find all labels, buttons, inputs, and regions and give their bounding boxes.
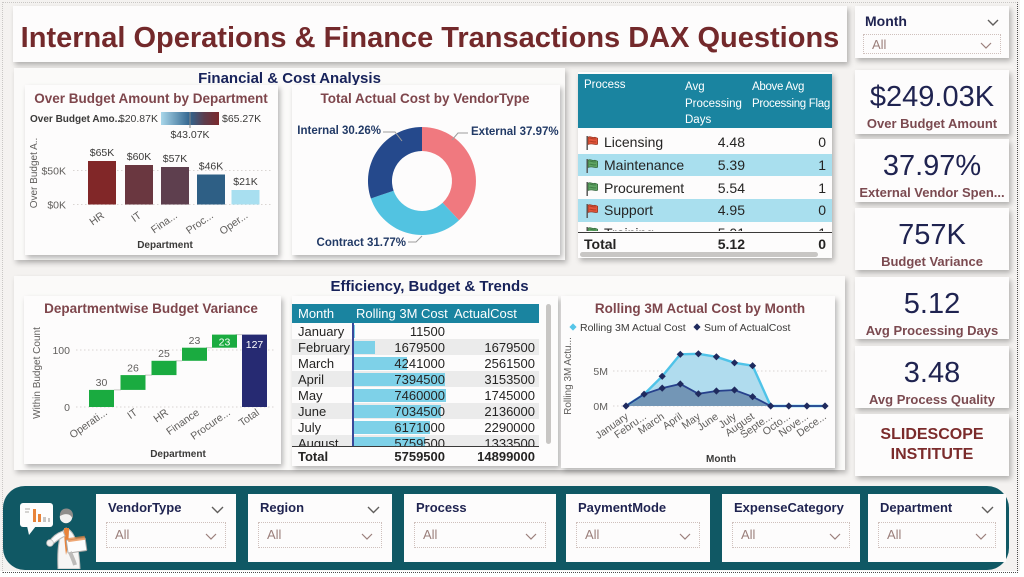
- svg-text:External 37.97%: External 37.97%: [471, 126, 559, 138]
- svg-text:$20.87K: $20.87K: [119, 113, 158, 125]
- svg-text:Sum of ActualCost: Sum of ActualCost: [704, 322, 790, 334]
- svg-text:Oper...: Oper...: [218, 210, 251, 238]
- svg-text:Month: Month: [706, 454, 736, 465]
- svg-text:127: 127: [246, 339, 264, 351]
- svg-text:Total: Total: [237, 407, 262, 430]
- svg-text:$0K: $0K: [47, 200, 66, 212]
- svg-text:0: 0: [64, 402, 70, 414]
- svg-text:Fina...: Fina...: [149, 210, 180, 237]
- svg-text:IT: IT: [129, 209, 144, 225]
- svg-text:$65.27K: $65.27K: [222, 113, 261, 125]
- svg-text:5M: 5M: [593, 366, 608, 378]
- svg-text:23: 23: [189, 335, 201, 347]
- svg-text:HR: HR: [151, 406, 171, 425]
- svg-text:Rolling 3M Actu...: Rolling 3M Actu...: [563, 337, 574, 415]
- svg-text:Contract 31.77%: Contract 31.77%: [317, 237, 406, 249]
- svg-text:Over Budget Amo...: Over Budget Amo...: [30, 114, 123, 125]
- svg-text:IT: IT: [125, 406, 140, 422]
- svg-text:HR: HR: [87, 209, 107, 228]
- svg-text:Proc...: Proc...: [184, 210, 216, 237]
- svg-text:Operati...: Operati...: [67, 407, 109, 442]
- svg-text:Rolling 3M Actual Cost: Rolling 3M Actual Cost: [580, 322, 686, 334]
- svg-text:Over Budget Amount by Departme: Over Budget Amount by Department: [34, 91, 268, 106]
- svg-text:Over Budget A..: Over Budget A..: [29, 138, 40, 209]
- svg-text:Total Actual Cost by VendorTyp: Total Actual Cost by VendorType: [320, 91, 530, 106]
- svg-text:0M: 0M: [593, 401, 608, 413]
- svg-text:Department: Department: [137, 240, 193, 251]
- svg-text:Rolling 3M Actual Cost by Mont: Rolling 3M Actual Cost by Month: [595, 301, 805, 316]
- svg-text:25: 25: [158, 348, 170, 360]
- svg-text:$46K: $46K: [199, 161, 224, 173]
- svg-text:100: 100: [52, 345, 70, 357]
- svg-text:$43.07K: $43.07K: [170, 129, 209, 141]
- svg-text:Departmentwise Budget Variance: Departmentwise Budget Variance: [44, 301, 258, 316]
- svg-text:$60K: $60K: [127, 151, 152, 163]
- svg-text:Internal 30.26%: Internal 30.26%: [297, 125, 381, 137]
- svg-text:Within Budget Count: Within Budget Count: [32, 327, 43, 419]
- svg-text:30: 30: [96, 377, 108, 389]
- svg-text:$57K: $57K: [163, 153, 188, 165]
- svg-text:26: 26: [127, 363, 139, 375]
- svg-text:$65K: $65K: [90, 147, 115, 159]
- svg-text:$21K: $21K: [233, 176, 258, 188]
- svg-text:Department: Department: [150, 449, 206, 460]
- svg-text:$50K: $50K: [41, 166, 66, 178]
- svg-text:23: 23: [219, 337, 231, 349]
